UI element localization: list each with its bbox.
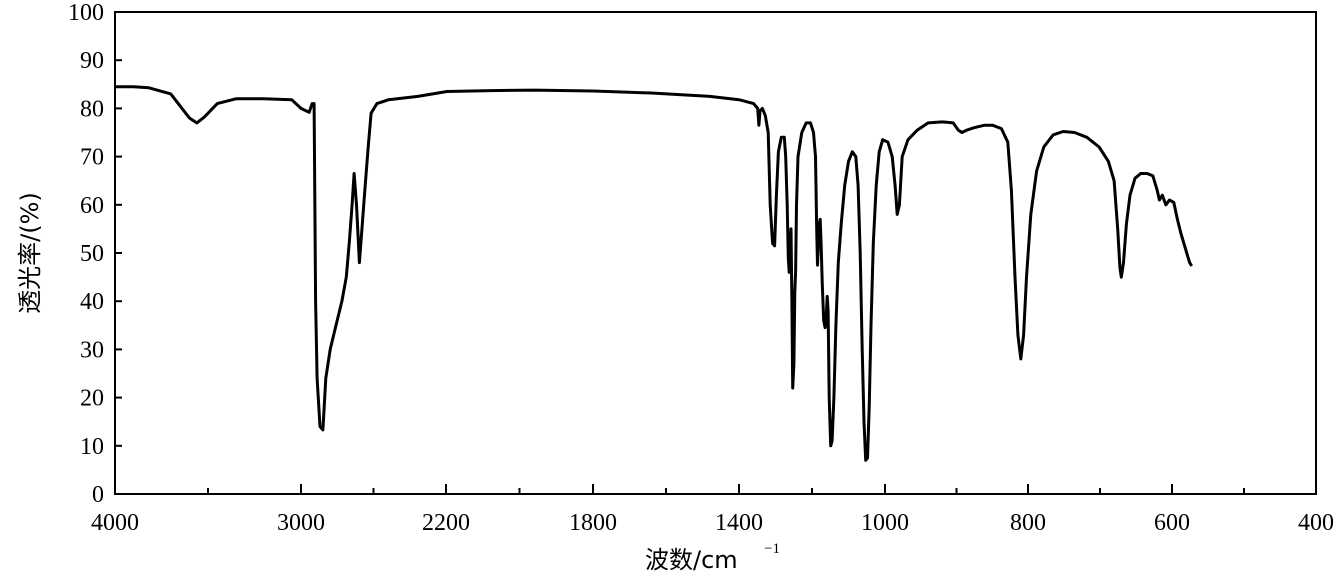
y-tick-label: 30 xyxy=(80,337,104,363)
y-tick-label: 60 xyxy=(80,193,104,219)
y-axis: 0 10 20 30 40 50 60 70 80 90 100 xyxy=(68,0,122,508)
x-tick-label: 1000 xyxy=(861,510,909,536)
y-tick-label: 90 xyxy=(80,48,104,74)
x-axis: 4000 3000 2200 1800 1400 1000 800 600 400 xyxy=(91,484,1334,536)
x-tick-label: 4000 xyxy=(91,510,139,536)
x-tick-label: 600 xyxy=(1154,510,1190,536)
y-tick-label: 20 xyxy=(80,386,104,412)
y-axis-title: 透光率/(%) xyxy=(16,192,44,314)
plot-frame xyxy=(114,11,1317,495)
y-tick-label: 10 xyxy=(80,434,104,460)
y-tick-label: 50 xyxy=(80,241,104,267)
x-tick-label: 1800 xyxy=(569,510,617,536)
x-tick-label: 2200 xyxy=(422,510,470,536)
y-tick-label: 40 xyxy=(80,289,104,315)
y-tick-label: 0 xyxy=(92,482,104,508)
x-tick-label: 800 xyxy=(1010,510,1046,536)
x-tick-label: 400 xyxy=(1298,510,1334,536)
x-tick-label: 1400 xyxy=(715,510,763,536)
spectrum-line xyxy=(115,85,1193,462)
x-axis-title: 波数/cm xyxy=(645,546,738,574)
y-tick-label: 100 xyxy=(68,0,104,26)
y-tick-label: 70 xyxy=(80,145,104,171)
x-tick-label: 3000 xyxy=(277,510,325,536)
x-axis-title-superscript: −1 xyxy=(764,541,780,557)
y-tick-label: 80 xyxy=(80,96,104,122)
